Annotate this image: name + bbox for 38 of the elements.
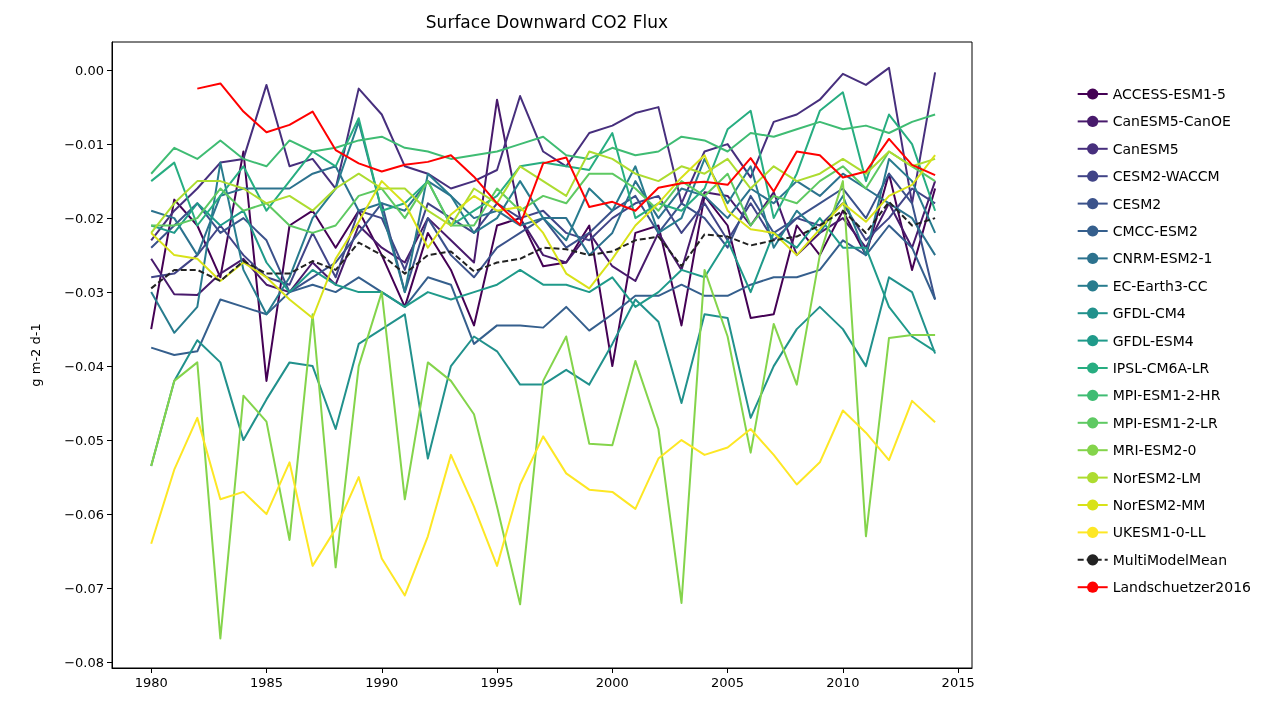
- y-tick-label: −0.06: [64, 506, 104, 522]
- legend-label: GFDL-ESM4: [1112, 332, 1194, 349]
- y-tick-label: −0.05: [64, 432, 104, 448]
- x-tick-label: 2005: [711, 675, 745, 690]
- legend-label: NorESM2-MM: [1112, 497, 1206, 513]
- legend-label: CNRM-ESM2-1: [1112, 250, 1213, 267]
- legend-label: NorESM2-LM: [1112, 469, 1202, 486]
- x-tick-label: 2000: [595, 675, 629, 690]
- legend-label: MRI-ESM2-0: [1112, 442, 1197, 459]
- y-axis-title: g m-2 d-1: [28, 323, 43, 387]
- legend-label: CESM2: [1112, 195, 1162, 212]
- legend-label: CESM2-WACCM: [1112, 168, 1220, 185]
- x-tick-label: 1995: [480, 675, 514, 690]
- x-tick-label: 2015: [941, 675, 975, 690]
- y-tick-label: −0.08: [64, 654, 104, 670]
- y-tick-label: 0.00: [75, 62, 104, 78]
- x-tick-label: 1985: [249, 675, 284, 690]
- x-tick-label: 2010: [826, 675, 860, 690]
- legend-label: GFDL-CM4: [1112, 305, 1186, 322]
- legend-label: IPSL-CM6A-LR: [1112, 360, 1210, 376]
- x-tick-label: 1990: [365, 675, 399, 690]
- legend-label: CMCC-ESM2: [1112, 223, 1198, 239]
- chart-title: Surface Downward CO2 Flux: [425, 11, 669, 32]
- y-tick-label: −0.02: [64, 210, 104, 226]
- y-tick-label: −0.03: [64, 284, 104, 300]
- y-tick-label: −0.07: [64, 580, 104, 596]
- x-tick-label: 1980: [134, 675, 168, 690]
- legend-label: CanESM5: [1112, 140, 1179, 157]
- y-tick-label: −0.01: [64, 136, 104, 152]
- y-tick-label: −0.04: [64, 358, 104, 374]
- legend-label: UKESM1-0-LL: [1112, 524, 1206, 541]
- legend-label: Landschuetzer2016: [1112, 579, 1252, 596]
- legend-label: MPI-ESM1-2-LR: [1112, 414, 1218, 431]
- legend-label: MPI-ESM1-2-HR: [1112, 387, 1221, 404]
- legend-label: ACCESS-ESM1-5: [1112, 86, 1226, 102]
- legend-label: MultiModelMean: [1112, 551, 1228, 568]
- legend-label: EC-Earth3-CC: [1112, 277, 1208, 294]
- legend-label: CanESM5-CanOE: [1112, 113, 1231, 130]
